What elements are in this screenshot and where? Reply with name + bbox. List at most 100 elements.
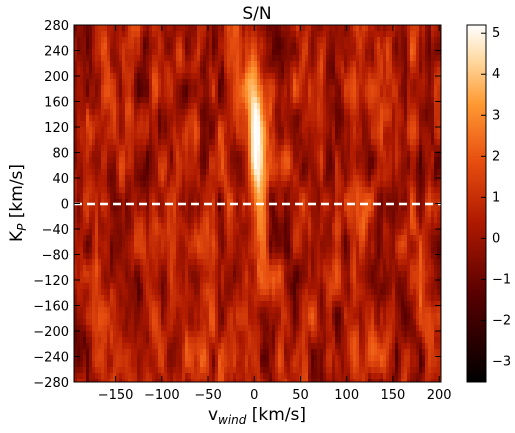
heatmap-cell xyxy=(263,211,267,218)
heatmap-cell xyxy=(221,235,225,242)
heatmap-cell xyxy=(335,67,339,74)
heatmap-cell xyxy=(275,115,279,122)
heatmap-cell xyxy=(185,67,189,74)
heatmap-cell xyxy=(137,253,141,260)
heatmap-cell xyxy=(248,253,252,260)
heatmap-cell xyxy=(278,235,282,242)
heatmap-cell xyxy=(335,37,339,44)
heatmap-cell xyxy=(365,37,369,44)
heatmap-cell xyxy=(323,73,327,80)
heatmap-cell xyxy=(170,223,174,230)
heatmap-cell xyxy=(368,163,372,170)
heatmap-cell xyxy=(365,133,369,140)
heatmap-cell xyxy=(101,175,105,182)
heatmap-cell xyxy=(194,61,198,68)
heatmap-cell xyxy=(233,223,237,230)
heatmap-cell xyxy=(134,193,138,200)
heatmap-cell xyxy=(185,31,189,38)
heatmap-cell xyxy=(155,235,159,242)
heatmap-cell xyxy=(266,133,270,140)
heatmap-cell xyxy=(128,199,132,206)
heatmap-cell xyxy=(167,157,171,164)
heatmap-cell xyxy=(323,199,327,206)
heatmap-cell xyxy=(371,223,375,230)
heatmap-cell xyxy=(266,211,270,218)
heatmap-cell xyxy=(134,187,138,194)
heatmap-cell xyxy=(212,31,216,38)
heatmap-cell xyxy=(380,73,384,80)
heatmap-cell xyxy=(125,97,129,104)
heatmap-cell xyxy=(299,193,303,200)
heatmap-cell xyxy=(365,163,369,170)
heatmap-cell xyxy=(80,25,84,32)
heatmap-cell xyxy=(356,37,360,44)
heatmap-cell xyxy=(245,193,249,200)
heatmap-cell xyxy=(296,67,300,74)
heatmap-cell xyxy=(203,229,207,236)
heatmap-cell xyxy=(311,199,315,206)
heatmap-cell xyxy=(404,253,408,260)
heatmap-cell xyxy=(257,49,261,56)
heatmap-cell xyxy=(377,181,381,188)
heatmap-cell xyxy=(251,187,255,194)
heatmap-cell xyxy=(431,61,435,68)
heatmap-cell xyxy=(392,121,396,128)
heatmap-cell xyxy=(230,85,234,92)
heatmap-cell xyxy=(383,49,387,56)
heatmap-cell xyxy=(338,217,342,224)
heatmap-cell xyxy=(143,265,147,272)
heatmap-cell xyxy=(89,49,93,56)
heatmap-cell xyxy=(113,109,117,116)
heatmap-cell xyxy=(74,55,78,62)
heatmap-cell xyxy=(392,217,396,224)
heatmap-cell xyxy=(389,109,393,116)
heatmap-cell xyxy=(194,115,198,122)
heatmap-cell xyxy=(275,181,279,188)
heatmap-cell xyxy=(92,109,96,116)
heatmap-cell xyxy=(305,25,309,32)
heatmap-cell xyxy=(401,133,405,140)
heatmap-cell xyxy=(215,193,219,200)
heatmap-cell xyxy=(299,211,303,218)
heatmap-cell xyxy=(245,241,249,248)
heatmap-cell xyxy=(122,91,126,98)
heatmap-cell xyxy=(428,247,432,254)
heatmap-cell xyxy=(209,193,213,200)
heatmap-cell xyxy=(89,61,93,68)
heatmap-cell xyxy=(266,25,270,32)
heatmap-cell xyxy=(320,121,324,128)
heatmap-cell xyxy=(119,79,123,86)
heatmap-cell xyxy=(311,253,315,260)
heatmap-cell xyxy=(233,37,237,44)
heatmap-cell xyxy=(410,145,414,152)
heatmap-cell xyxy=(275,25,279,32)
heatmap-cell xyxy=(185,49,189,56)
heatmap-cell xyxy=(344,115,348,122)
heatmap-cell xyxy=(221,121,225,128)
heatmap-cell xyxy=(191,127,195,134)
heatmap-cell xyxy=(77,235,81,242)
heatmap-cell xyxy=(371,55,375,62)
heatmap-cell xyxy=(152,73,156,80)
heatmap-cell xyxy=(212,163,216,170)
heatmap-cell xyxy=(128,85,132,92)
heatmap-cell xyxy=(80,259,84,266)
heatmap-cell xyxy=(248,223,252,230)
heatmap-cell xyxy=(311,67,315,74)
heatmap-cell xyxy=(242,127,246,134)
heatmap-cell xyxy=(107,103,111,110)
heatmap-cell xyxy=(92,91,96,98)
heatmap-cell xyxy=(98,259,102,266)
heatmap-cell xyxy=(311,193,315,200)
heatmap-cell xyxy=(302,265,306,272)
heatmap-cell xyxy=(209,247,213,254)
heatmap-cell xyxy=(215,121,219,128)
heatmap-cell xyxy=(125,43,129,50)
heatmap-cell xyxy=(221,199,225,206)
heatmap-cell xyxy=(299,133,303,140)
heatmap-cell xyxy=(422,67,426,74)
heatmap-cell xyxy=(272,97,276,104)
heatmap-cell xyxy=(278,37,282,44)
heatmap-cell xyxy=(311,169,315,176)
heatmap-cell xyxy=(290,31,294,38)
